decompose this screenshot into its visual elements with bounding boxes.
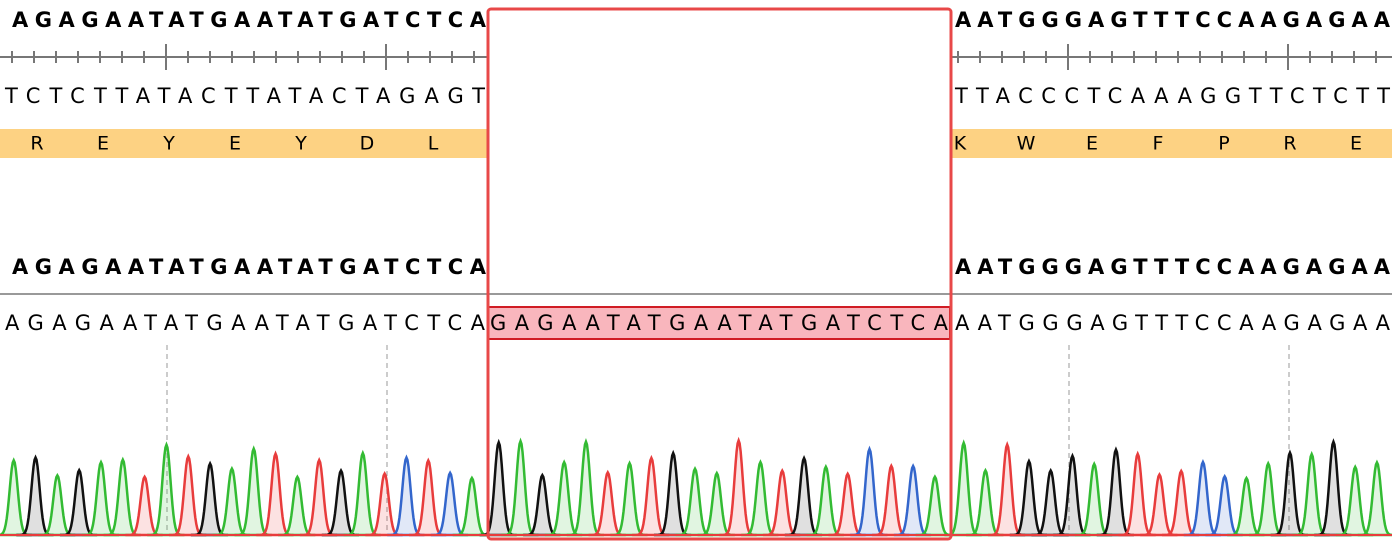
amino-acid: Y bbox=[294, 133, 307, 155]
amino-acid: W bbox=[1017, 133, 1036, 155]
insertion-box bbox=[486, 7, 953, 541]
top-strand: AGAGAATATGAATATGATCTCA bbox=[12, 8, 487, 32]
amino-acid: Y bbox=[162, 133, 175, 155]
amino-acid: E bbox=[229, 133, 241, 155]
read-insertion: GAGAATATGAATATGATCTCA bbox=[490, 311, 949, 335]
amino-acid: P bbox=[1218, 133, 1229, 155]
aligned-reference: AGAGAATATGAATATGATCTCA bbox=[12, 255, 487, 279]
insertion-highlight bbox=[487, 306, 951, 340]
gap-mask bbox=[488, 9, 951, 291]
read-sequence: AGAGAATATGAATATGATCTCA bbox=[5, 311, 486, 335]
amino-acid: R bbox=[1283, 133, 1296, 155]
amino-acid: L bbox=[428, 133, 439, 155]
amino-acid: F bbox=[1153, 133, 1164, 155]
amino-acid: K bbox=[954, 133, 967, 155]
amino-acid: E bbox=[97, 133, 109, 155]
trace-guides bbox=[166, 345, 1290, 530]
amino-acid: R bbox=[30, 133, 43, 155]
chromatogram bbox=[0, 436, 1392, 537]
amino-acid: D bbox=[360, 133, 375, 155]
amino-acid: E bbox=[1086, 133, 1098, 155]
amino-acid: E bbox=[1350, 133, 1362, 155]
